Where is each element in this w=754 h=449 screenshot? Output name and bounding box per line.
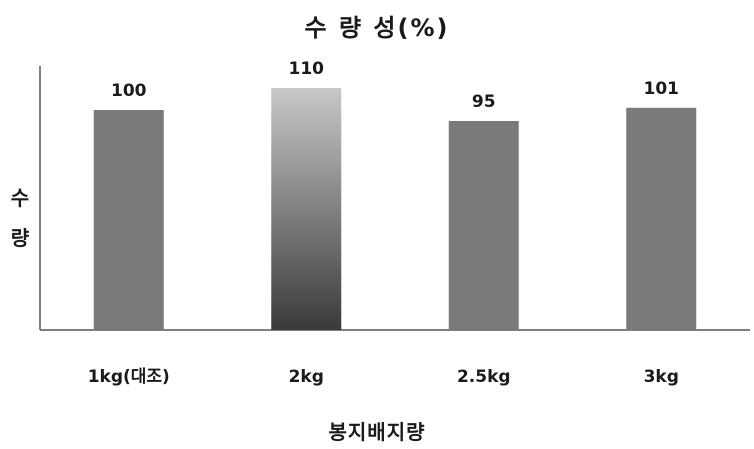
chart-title: 수 량 성(%) bbox=[304, 14, 450, 42]
bar-1 bbox=[271, 88, 342, 330]
tick-label-2: 2.5kg bbox=[457, 367, 511, 387]
bar-0 bbox=[93, 110, 164, 330]
value-label-3: 101 bbox=[644, 79, 680, 99]
value-label-1: 110 bbox=[289, 59, 325, 79]
tick-label-1: 2kg bbox=[289, 367, 324, 387]
tick-label-3: 3kg bbox=[644, 367, 679, 387]
bar-2 bbox=[448, 121, 519, 330]
bar-3 bbox=[626, 107, 697, 330]
value-label-2: 95 bbox=[472, 92, 496, 112]
tick-label-0: 1kg(대조) bbox=[88, 367, 170, 387]
y-axis-label: 수량 bbox=[10, 186, 30, 250]
x-axis-label: 봉지배지량 bbox=[328, 420, 426, 444]
value-label-0: 100 bbox=[111, 81, 147, 101]
